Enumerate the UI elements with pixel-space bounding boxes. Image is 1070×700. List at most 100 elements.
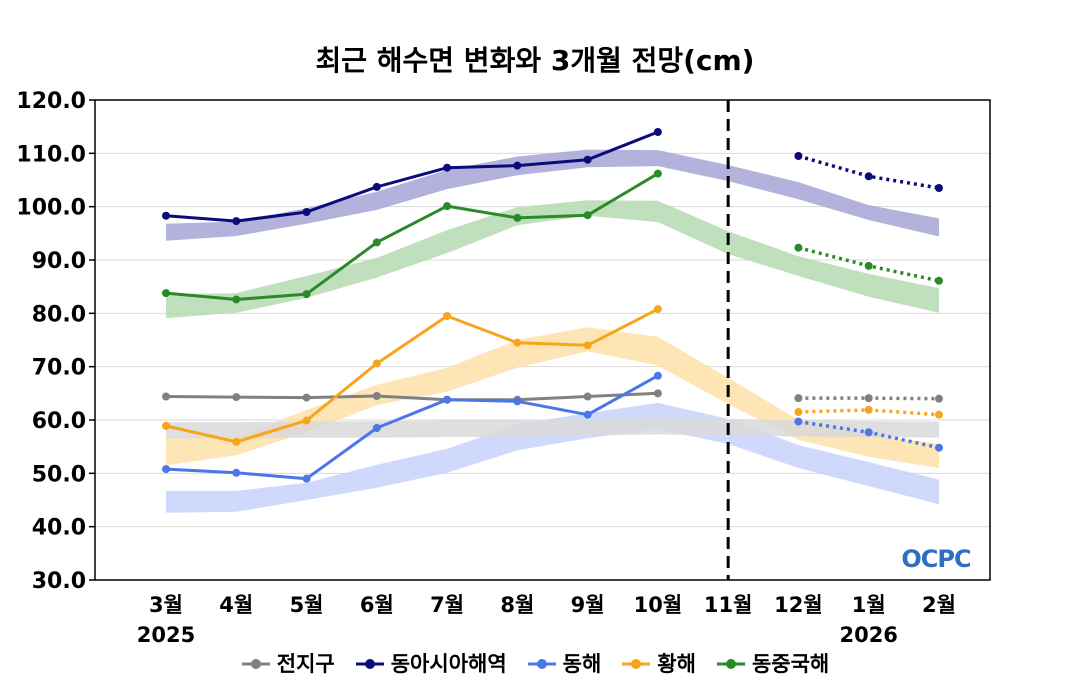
series-1-forecast-point-10 xyxy=(864,172,873,181)
y-tick-label: 30.0 xyxy=(32,569,86,594)
x-tick-label: 3월 xyxy=(149,593,183,617)
series-0-observed-point-1 xyxy=(232,393,241,402)
legend-marker-icon xyxy=(527,659,556,669)
series-4 xyxy=(162,169,943,304)
series-0-observed-line xyxy=(165,391,658,402)
series-0-forecast-point-9 xyxy=(794,394,803,403)
x-axis: 3월 4월 5월 6월 7월 8월 9월 10월 11월 12월 1월 2월 2025 2026 xyxy=(137,593,956,647)
year-label: 2026 xyxy=(839,623,897,647)
legend-marker-dot xyxy=(631,659,642,669)
series-3-observed-point-6 xyxy=(583,341,592,350)
series-4-observed-point-3 xyxy=(372,238,381,247)
series-3-observed-point-3 xyxy=(372,359,381,368)
series-3-observed-point-4 xyxy=(443,312,452,320)
series-1-observed-point-3 xyxy=(372,182,381,191)
x-tick-label: 10월 xyxy=(634,593,683,617)
series-1-observed-point-6 xyxy=(583,155,592,164)
legend-marker-icon xyxy=(355,659,384,669)
series-4-observed-point-4 xyxy=(443,202,452,211)
series-0-observed-point-6 xyxy=(583,392,592,401)
series-3-forecast-point-11 xyxy=(934,410,943,419)
x-tick-label: 1월 xyxy=(852,593,886,617)
series-2-observed-point-6 xyxy=(583,410,592,419)
series-2-forecast-point-9 xyxy=(794,417,803,426)
legend-item: 황해 xyxy=(621,650,696,678)
legend-marker-dot xyxy=(725,659,736,669)
series-0-observed-point-3 xyxy=(372,392,381,400)
legend-label: 전지구 xyxy=(276,652,335,676)
series-0-observed-point-7 xyxy=(653,389,662,398)
series-1-observed-point-1 xyxy=(232,217,241,226)
range-band-series-1 xyxy=(166,149,939,241)
series-lines xyxy=(162,128,943,483)
legend-marker-dot xyxy=(536,659,547,669)
legend-label: 동해 xyxy=(562,652,602,676)
legend-marker-icon xyxy=(241,659,270,669)
x-tick-label: 6월 xyxy=(360,593,394,617)
legend-label: 황해 xyxy=(657,652,696,676)
range-band-series-4 xyxy=(166,200,939,319)
series-4-observed-point-0 xyxy=(162,289,170,298)
legend-marker-dot xyxy=(364,659,375,669)
x-tick-label: 5월 xyxy=(290,593,324,617)
series-3-observed-point-0 xyxy=(162,421,170,430)
series-0-observed-point-2 xyxy=(302,393,311,402)
chart-title: 최근 해수면 변화와 3개월 전망(cm) xyxy=(315,44,755,77)
series-1-observed-point-7 xyxy=(653,128,662,136)
legend: 전지구 동아시아해역 동해 황해 동중국해 xyxy=(0,649,1070,679)
series-3-observed-line xyxy=(165,307,659,444)
x-tick-label: 7월 xyxy=(430,593,464,617)
series-3-observed-point-5 xyxy=(513,338,522,347)
legend-item: 동아시아해역 xyxy=(355,650,507,678)
series-3-observed-point-2 xyxy=(302,416,311,425)
legend-marker-dot xyxy=(250,659,261,669)
series-2-observed-point-1 xyxy=(232,468,241,477)
series-2-observed-point-5 xyxy=(513,397,522,406)
series-2-forecast-point-10 xyxy=(864,428,873,437)
y-tick-label: 50.0 xyxy=(32,462,86,487)
legend-label: 동아시아해역 xyxy=(390,652,507,676)
range-band-series-0 xyxy=(166,417,939,439)
y-axis: 30.0 40.0 50.0 60.0 70.0 80.0 90.0 100.0 110.0 12… xyxy=(16,89,95,594)
x-tick-label: 12월 xyxy=(774,593,823,617)
series-3-forecast-point-10 xyxy=(864,405,873,414)
series-3-forecast-point-9 xyxy=(794,408,803,416)
series-2-observed-point-2 xyxy=(302,474,311,483)
x-tick-label: 9월 xyxy=(571,593,605,617)
series-4-observed-point-7 xyxy=(653,169,662,178)
series-2-observed-point-7 xyxy=(653,371,662,380)
series-2-forecast-point-11 xyxy=(934,443,943,452)
x-tick-label: 11월 xyxy=(704,593,753,617)
legend-item: 전지구 xyxy=(241,650,335,678)
series-1-observed-point-2 xyxy=(302,208,311,216)
year-label: 2025 xyxy=(137,623,195,647)
series-4-observed-point-5 xyxy=(513,213,522,222)
series-1-observed-point-0 xyxy=(162,211,170,220)
legend-label: 동중국해 xyxy=(751,652,830,676)
x-tick-label: 8월 xyxy=(500,593,534,617)
series-1-forecast-point-9 xyxy=(794,152,803,160)
series-2-observed-point-4 xyxy=(443,395,452,404)
series-2 xyxy=(162,371,943,483)
series-0-forecast-point-11 xyxy=(934,394,943,403)
series-4-forecast-point-10 xyxy=(864,261,873,270)
legend-item: 동해 xyxy=(527,650,602,678)
series-3 xyxy=(162,305,943,446)
y-tick-label: 60.0 xyxy=(32,409,86,434)
y-tick-label: 120.0 xyxy=(16,89,86,114)
series-0-observed-point-0 xyxy=(162,392,170,401)
y-tick-label: 70.0 xyxy=(32,356,86,381)
series-3-observed-point-7 xyxy=(653,305,662,314)
ocpc-logo: OCPC xyxy=(901,545,971,573)
series-4-forecast-point-9 xyxy=(794,243,803,252)
series-4-forecast-point-11 xyxy=(934,276,943,285)
series-4-observed-point-2 xyxy=(302,290,311,299)
x-tick-label: 2월 xyxy=(922,593,956,617)
series-1-forecast-line xyxy=(797,154,940,190)
series-4-observed-point-6 xyxy=(583,211,592,220)
y-tick-label: 90.0 xyxy=(32,249,86,274)
range-bands xyxy=(166,149,939,513)
series-4-observed-line xyxy=(165,172,659,301)
y-tick-label: 80.0 xyxy=(32,302,86,327)
